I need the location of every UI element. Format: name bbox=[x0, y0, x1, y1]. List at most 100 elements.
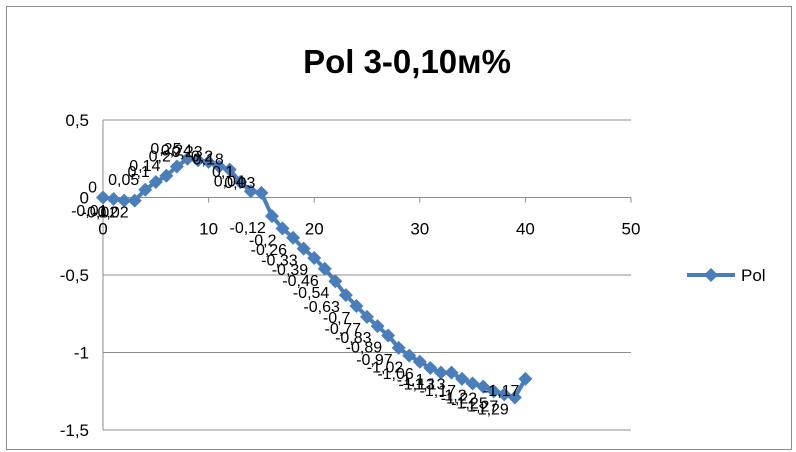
data-label: -1,1 bbox=[397, 372, 425, 389]
data-point bbox=[476, 379, 491, 394]
data-point bbox=[349, 299, 364, 313]
x-tick-label: 0 bbox=[98, 220, 107, 239]
data-point bbox=[254, 185, 269, 200]
data-point bbox=[222, 162, 237, 177]
data-point bbox=[455, 371, 470, 386]
data-label: -0,89 bbox=[346, 339, 383, 356]
data-point bbox=[328, 274, 343, 289]
data-label: 0,1 bbox=[128, 164, 150, 181]
data-label: -0,2 bbox=[249, 233, 277, 250]
data-label: -0,39 bbox=[272, 262, 309, 279]
legend: Pol bbox=[687, 266, 766, 285]
data-point bbox=[117, 193, 132, 208]
data-point bbox=[169, 159, 184, 174]
data-label: 0,1 bbox=[212, 164, 234, 181]
data-point bbox=[191, 153, 206, 168]
data-point bbox=[275, 221, 290, 236]
data-point bbox=[243, 184, 258, 199]
y-tick-label: 0 bbox=[80, 189, 89, 208]
series-pol bbox=[96, 151, 533, 405]
y-tick-label: -1,5 bbox=[60, 421, 89, 440]
data-point bbox=[138, 182, 153, 197]
data-label: 0,14 bbox=[129, 158, 160, 175]
data-label: 0,04 bbox=[214, 173, 245, 190]
data-label: -0,63 bbox=[303, 299, 340, 316]
data-label: 0,2 bbox=[191, 149, 213, 166]
data-point bbox=[296, 241, 311, 256]
data-label: -0,7 bbox=[323, 310, 351, 327]
data-point bbox=[486, 384, 501, 399]
data-point bbox=[402, 348, 417, 363]
data-label: -0,77 bbox=[325, 321, 362, 338]
data-point bbox=[180, 151, 195, 166]
data-label: 0,25 bbox=[150, 141, 181, 158]
data-label: 0,24 bbox=[161, 142, 192, 159]
y-tick-label: -1 bbox=[74, 344, 89, 363]
chart-frame: Pol 3-0,10м% 0,5 0 -0,5 -1 -1,5 0 10 20 30 40 50 0… bbox=[6, 6, 792, 450]
data-label: -1,25 bbox=[451, 395, 488, 412]
data-label: -0,02 bbox=[92, 205, 129, 222]
data-label: -0,83 bbox=[335, 330, 372, 347]
data-point bbox=[106, 192, 121, 207]
x-tick-label: 30 bbox=[410, 220, 429, 239]
data-label: 0,05 bbox=[108, 172, 139, 189]
data-point bbox=[497, 387, 512, 402]
data-labels: 0-0,01-0,02-0,020,050,10,140,20,250,240,… bbox=[71, 141, 519, 419]
data-point bbox=[338, 288, 353, 303]
data-label: -1,13 bbox=[398, 377, 435, 394]
data-label: -1,13 bbox=[409, 377, 446, 394]
grid-lines bbox=[103, 119, 631, 431]
axes: 0,5 0 -0,5 -1 -1,5 0 10 20 30 40 50 bbox=[60, 111, 641, 440]
chart-title: Pol 3-0,10м% bbox=[303, 43, 511, 80]
data-label: -0,54 bbox=[293, 285, 330, 302]
data-point bbox=[159, 168, 174, 183]
data-label: -0,26 bbox=[251, 242, 288, 259]
data-point bbox=[307, 250, 322, 265]
data-label: -1,17 bbox=[483, 383, 520, 400]
data-label: -0,97 bbox=[356, 352, 393, 369]
data-point bbox=[201, 154, 216, 169]
y-tick-label: 0,5 bbox=[65, 111, 89, 130]
data-label: -0,33 bbox=[261, 253, 298, 270]
data-label: -0,12 bbox=[229, 220, 266, 237]
x-tick-label: 10 bbox=[199, 220, 218, 239]
data-label: -1,06 bbox=[377, 366, 414, 383]
data-point bbox=[148, 175, 163, 189]
x-tick-label: 50 bbox=[622, 220, 641, 239]
data-point bbox=[518, 371, 533, 386]
data-point bbox=[370, 319, 385, 334]
data-point bbox=[286, 230, 301, 245]
legend-label-pol: Pol bbox=[741, 266, 766, 285]
y-tick-label: -0,5 bbox=[60, 266, 89, 285]
data-label: -1,2 bbox=[439, 388, 467, 405]
data-point bbox=[264, 209, 279, 224]
data-point bbox=[444, 365, 459, 380]
data-point bbox=[317, 261, 332, 276]
data-point bbox=[381, 328, 396, 343]
data-point bbox=[433, 365, 448, 380]
data-label: 0,18 bbox=[193, 152, 224, 169]
x-tick-label: 20 bbox=[305, 220, 324, 239]
data-label: 0,23 bbox=[171, 144, 202, 161]
data-label: 0 bbox=[88, 180, 97, 197]
legend-marker bbox=[704, 268, 718, 282]
data-point bbox=[465, 376, 480, 391]
data-point bbox=[233, 175, 248, 189]
x-tick-label: 40 bbox=[516, 220, 535, 239]
data-point bbox=[391, 340, 406, 355]
data-point bbox=[412, 354, 427, 369]
data-point bbox=[360, 309, 374, 324]
data-point bbox=[96, 190, 110, 205]
data-label: -1,02 bbox=[367, 360, 404, 377]
data-label: -0,02 bbox=[82, 205, 119, 222]
data-label: 0,03 bbox=[224, 175, 255, 192]
data-label: -1,22 bbox=[441, 391, 478, 408]
data-point bbox=[423, 361, 438, 375]
data-label: -1,17 bbox=[420, 383, 457, 400]
data-label: -0,01 bbox=[71, 203, 108, 220]
data-point bbox=[212, 159, 227, 174]
data-point bbox=[507, 390, 522, 405]
data-label: -1,29 bbox=[472, 401, 509, 418]
data-label: -1,27 bbox=[462, 398, 499, 415]
chart: Pol 3-0,10м% 0,5 0 -0,5 -1 -1,5 0 10 20 30 40 50 0… bbox=[60, 43, 766, 440]
